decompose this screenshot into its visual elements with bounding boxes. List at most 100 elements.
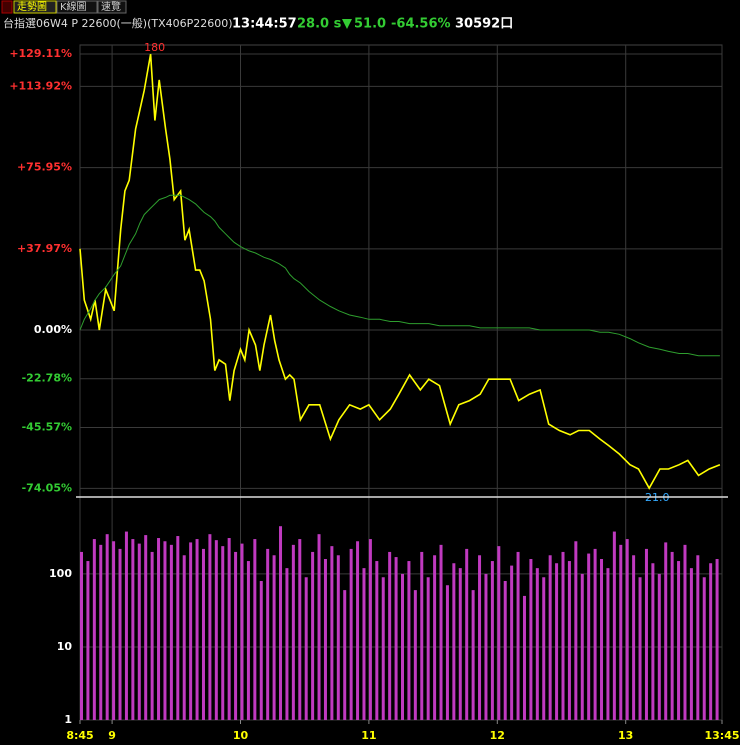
volume-bar xyxy=(651,563,655,720)
volume-bar xyxy=(407,561,411,720)
volume-bar xyxy=(420,551,424,720)
quote-interval: 28.0 s xyxy=(297,17,342,32)
quote-change: 51.0 xyxy=(354,17,386,32)
volume-bar xyxy=(240,543,244,720)
volume-bar xyxy=(208,534,212,720)
x-tick-label: 8:45 xyxy=(66,729,93,742)
volume-bar xyxy=(317,534,321,720)
volume-bar xyxy=(478,555,482,720)
volume-bar xyxy=(368,539,372,720)
volume-bar xyxy=(381,577,385,720)
volume-bar xyxy=(163,541,167,720)
volume-bar xyxy=(80,551,83,720)
volume-bar xyxy=(189,542,193,720)
volume-bar xyxy=(715,559,719,720)
volume-bar xyxy=(593,548,597,720)
volume-bar xyxy=(234,551,238,720)
volume-bar xyxy=(452,563,456,720)
volume-bar xyxy=(696,555,700,720)
volume-bar xyxy=(124,531,128,720)
volume-bar xyxy=(619,544,623,720)
volume-bar xyxy=(279,526,283,720)
y-tick-label: -74.05% xyxy=(22,481,72,494)
volume-bar xyxy=(356,541,360,720)
quote-change-pct: -64.56% xyxy=(391,17,451,32)
volume-bar xyxy=(137,543,141,720)
volume-bar xyxy=(388,551,392,720)
volume-bar xyxy=(587,553,591,720)
volume-bar xyxy=(529,559,533,720)
instrument-title: 台指選06W4 P 22600(一般)(TX406P22600) xyxy=(3,16,233,30)
volume-bar xyxy=(182,555,186,720)
volume-bar xyxy=(259,580,263,720)
price-line xyxy=(79,194,720,357)
volume-bar xyxy=(709,563,713,720)
volume-bar xyxy=(625,539,629,720)
x-tick-label: 9 xyxy=(108,729,116,742)
y-tick-label: 1 xyxy=(64,713,72,726)
volume-bar xyxy=(272,555,276,720)
tab[interactable] xyxy=(97,0,127,14)
volume-bar xyxy=(227,538,231,720)
y-tick-label: +113.92% xyxy=(9,79,72,92)
volume-bar xyxy=(285,568,289,720)
tab-label: 走勢圖 xyxy=(17,0,47,13)
volume-bar xyxy=(484,573,488,720)
x-tick-label: 13 xyxy=(618,729,633,742)
y-tick-label: 100 xyxy=(49,567,72,580)
quote-volume: 30592口 xyxy=(455,17,513,32)
volume-bar xyxy=(535,568,539,720)
volume-bar xyxy=(330,546,334,720)
volume-bar xyxy=(150,551,154,720)
volume-bar xyxy=(413,590,417,720)
volume-bar xyxy=(323,559,327,720)
volume-bar xyxy=(580,573,584,720)
volume-bar xyxy=(311,551,315,720)
volume-bar xyxy=(439,544,443,720)
high-label: 180 xyxy=(144,41,165,54)
volume-bar xyxy=(92,539,96,720)
volume-bar xyxy=(606,568,610,720)
tab[interactable] xyxy=(13,0,57,14)
y-tick-label: 10 xyxy=(57,640,73,653)
volume-bar xyxy=(490,561,494,720)
tab-menu[interactable] xyxy=(1,0,13,14)
x-tick-label: 10 xyxy=(233,729,249,742)
volume-bar xyxy=(112,541,116,720)
volume-bar xyxy=(201,548,205,720)
volume-bar xyxy=(689,568,693,720)
volume-bar xyxy=(144,535,148,720)
volume-bar xyxy=(336,555,340,720)
volume-bar xyxy=(401,573,404,720)
tab[interactable] xyxy=(56,0,98,14)
volume-bar xyxy=(510,565,514,720)
volume-bar xyxy=(169,544,173,720)
volume-bar xyxy=(394,557,398,720)
volume-bar xyxy=(458,568,462,720)
x-tick-label: 11 xyxy=(361,729,376,742)
volume-bar xyxy=(221,546,225,720)
volume-bar xyxy=(246,561,250,720)
volume-bar xyxy=(86,561,90,720)
price-line xyxy=(79,54,721,490)
down-arrow xyxy=(342,19,352,29)
volume-bar xyxy=(542,577,546,720)
volume-bar xyxy=(362,568,366,720)
tabs: 走勢圖 K線圖 速覽 xyxy=(1,0,127,14)
y-tick-label: +129.11% xyxy=(9,47,72,60)
volume-bar xyxy=(176,536,180,720)
tab-label: K線圖 xyxy=(60,0,87,13)
volume-bar xyxy=(644,548,648,720)
volume-bar xyxy=(522,595,526,720)
volume-bar xyxy=(664,542,668,720)
volume-bar xyxy=(118,548,122,720)
volume-bar xyxy=(612,531,616,720)
y-tick-label: 0.00% xyxy=(34,323,72,336)
volume-bar xyxy=(445,585,449,720)
volume-bar xyxy=(497,546,501,720)
volume-bar xyxy=(561,551,565,720)
volume-bar xyxy=(214,540,218,720)
volume-bar xyxy=(471,590,475,720)
volume-bar xyxy=(670,551,674,720)
